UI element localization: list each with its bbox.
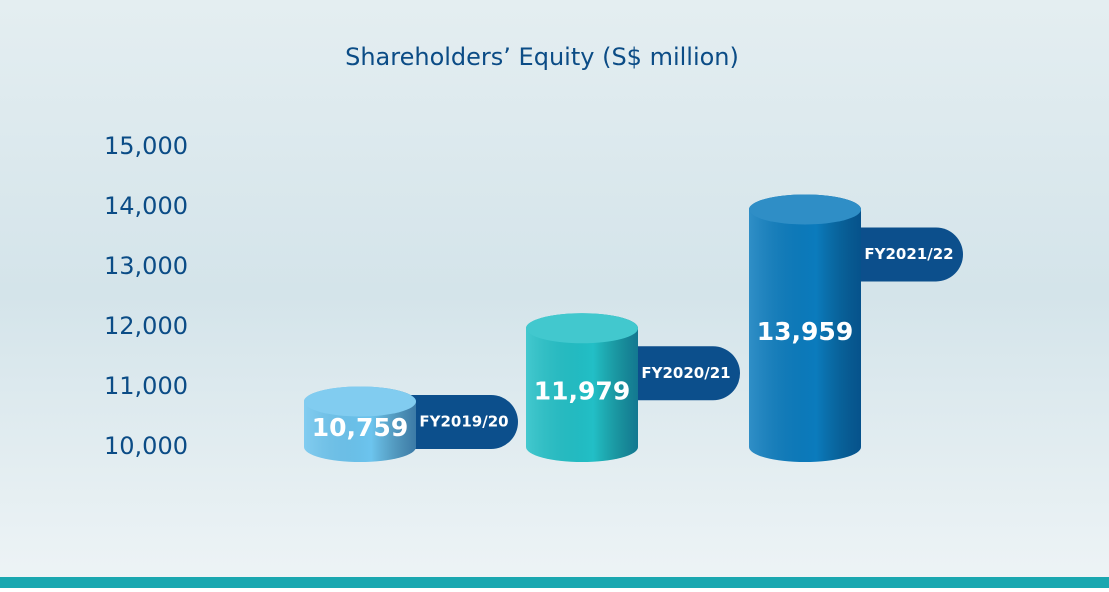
category-label: FY2021/22: [864, 245, 953, 263]
value-label: 13,959: [757, 317, 853, 346]
value-label: 10,759: [312, 413, 408, 442]
category-label: FY2020/21: [641, 364, 730, 382]
y-tick-label: 11,000: [104, 372, 188, 400]
bottom-strip: [0, 577, 1109, 588]
y-tick-label: 10,000: [104, 432, 188, 460]
y-tick-label: 12,000: [104, 312, 188, 340]
y-tick-label: 15,000: [104, 132, 188, 160]
value-label: 11,979: [534, 377, 630, 406]
y-tick-label: 14,000: [104, 192, 188, 220]
bar-top-highlight: [526, 313, 638, 344]
category-label: FY2019/20: [419, 413, 508, 431]
bar-shade: [749, 194, 862, 462]
bar-shade: [526, 313, 638, 462]
bar-top: [304, 386, 416, 417]
bar-top: [526, 313, 638, 344]
bar-top-highlight: [749, 194, 861, 225]
chart-title: Shareholders’ Equity (S$ million): [345, 43, 739, 71]
bar-top: [749, 194, 861, 225]
bar-top-highlight: [304, 386, 416, 417]
y-tick-label: 13,000: [104, 252, 188, 280]
